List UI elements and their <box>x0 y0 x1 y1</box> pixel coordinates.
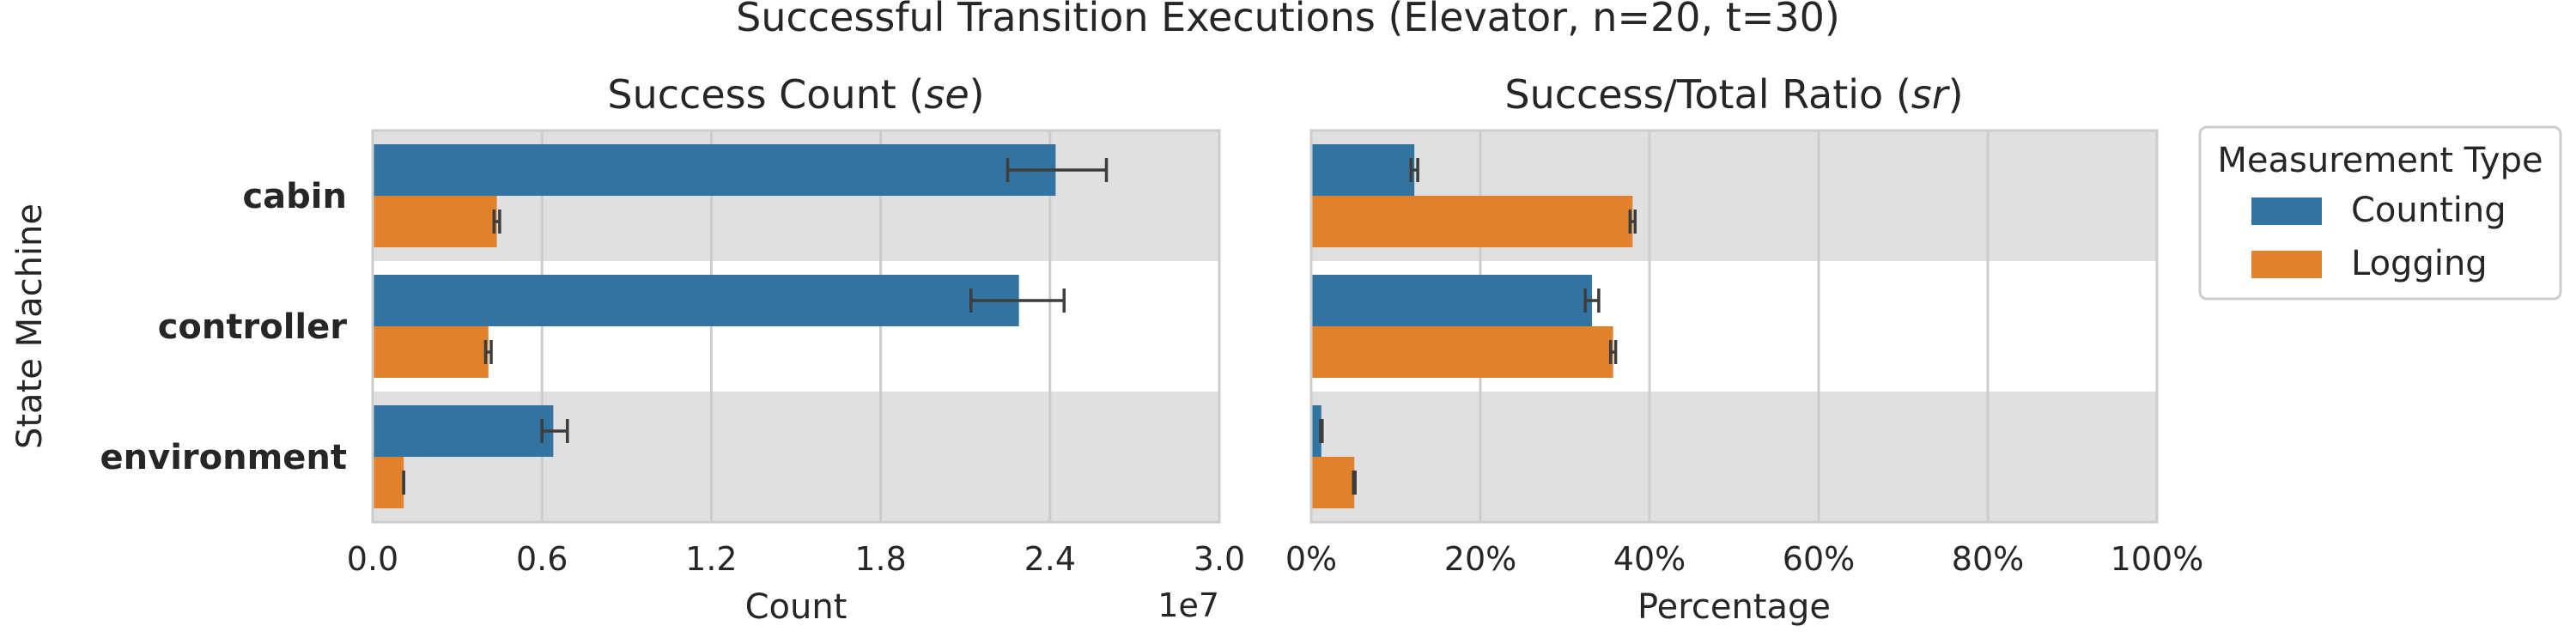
legend-swatch-logging <box>2251 251 2322 278</box>
panel-title-prefix: Success/Total Ratio ( <box>1504 71 1911 118</box>
panel-title-prefix: Success Count ( <box>607 71 924 118</box>
x-tick-label: 0% <box>1285 540 1337 578</box>
x-tick-label: 40% <box>1613 540 1686 578</box>
y-axis-label: State Machine <box>10 204 50 449</box>
x-axis-label: Count <box>745 587 848 627</box>
plot-frame <box>371 129 1221 524</box>
axis-offset-label: 1e7 <box>1157 586 1219 624</box>
legend-title: Measurement Type <box>2217 141 2543 180</box>
bar-counting <box>373 405 554 457</box>
legend-label-logging: Logging <box>2351 244 2488 283</box>
bar-counting <box>1311 275 1593 326</box>
category-label: environment <box>100 438 347 477</box>
panel-success-count: 0.0 0.6 1.2 1.8 2.4 3.0 Count 1e7 Success Count … <box>100 71 1246 627</box>
bar-logging <box>373 457 404 508</box>
panel-title-italic: sr <box>1911 71 1951 118</box>
category-label: cabin <box>242 177 347 216</box>
legend-swatch-counting <box>2251 197 2322 225</box>
bar-logging <box>373 326 489 378</box>
legend: Measurement Type Counting Logging <box>2198 125 2562 301</box>
x-tick-label: 1.8 <box>854 540 906 578</box>
plot-frame <box>1309 129 2159 524</box>
bar-logging <box>1311 326 1613 378</box>
x-tick-label: 0.0 <box>347 540 398 578</box>
bar-counting <box>1311 405 1321 457</box>
panel-title: Success/Total Ratio (sr) <box>1504 71 1963 118</box>
x-axis-label: Percentage <box>1637 587 1831 627</box>
legend-label-counting: Counting <box>2351 191 2506 230</box>
panel-title-italic: se <box>924 71 969 118</box>
category-band <box>1311 392 2157 522</box>
x-tick-label: 1.2 <box>685 540 737 578</box>
x-tick-label: 3.0 <box>1194 540 1245 578</box>
panel-title: Success Count (se) <box>607 71 984 118</box>
bar-logging <box>373 196 497 247</box>
bar-counting <box>373 275 1019 326</box>
panel-title-suffix: ) <box>969 71 985 118</box>
x-tick-label: 20% <box>1444 540 1516 578</box>
bar-logging <box>1311 196 1633 247</box>
x-tick-label: 100% <box>2111 540 2204 578</box>
panel-title-suffix: ) <box>1948 71 1964 118</box>
bar-counting <box>373 144 1056 196</box>
bar-counting <box>1311 144 1415 196</box>
x-tick-label: 0.6 <box>516 540 568 578</box>
bar-logging <box>1311 457 1355 508</box>
x-tick-label: 80% <box>1952 540 2024 578</box>
figure-title: Successful Transition Executions (Elevat… <box>736 0 1840 40</box>
panel-success-ratio: 0% 20% 40% 60% 80% 100% Percentage Success/Tota… <box>1285 71 2203 627</box>
x-tick-label: 60% <box>1783 540 1855 578</box>
x-tick-label: 2.4 <box>1024 540 1076 578</box>
category-label: controller <box>158 307 348 347</box>
